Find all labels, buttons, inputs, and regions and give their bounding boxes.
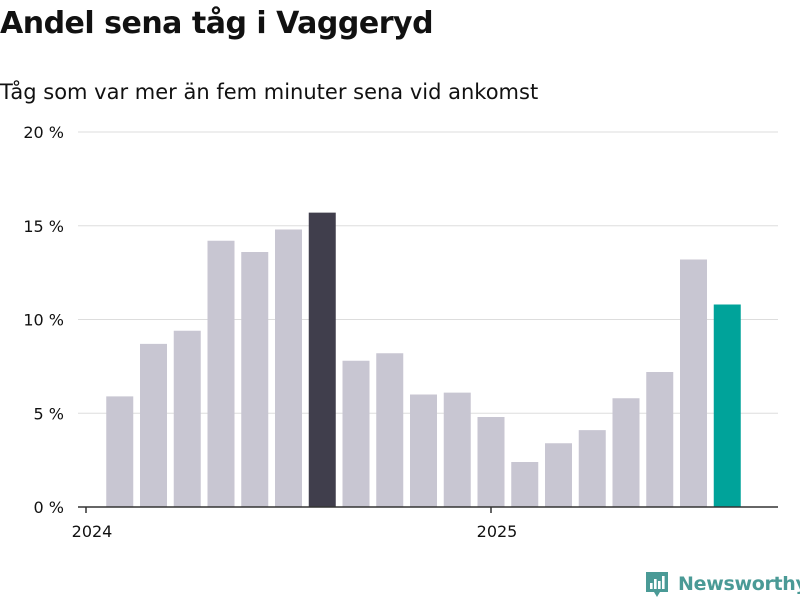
bar-2025-04 xyxy=(578,430,606,508)
y-tick-label: 15 % xyxy=(23,217,64,236)
y-tick-label: 10 % xyxy=(23,311,64,330)
newsworthy-logo-icon xyxy=(646,571,668,597)
bar-2025-01 xyxy=(477,417,505,507)
bar-2024-06 xyxy=(241,252,269,507)
bar-2024-12 xyxy=(443,392,471,508)
bars xyxy=(106,212,741,508)
brand-logo[interactable]: Newsworthy xyxy=(644,568,800,600)
brand-name: Newsworthy xyxy=(678,573,800,595)
bar-2024-08 xyxy=(308,212,336,507)
chart-subtitle: Tåg som var mer än fem minuter sena vid … xyxy=(0,80,539,104)
y-tick-label: 20 % xyxy=(23,123,64,142)
bar-2025-07 xyxy=(680,259,707,507)
x-tick-label: 2025 xyxy=(477,522,518,541)
x-tick-label: 2024 xyxy=(72,522,113,541)
bar-2024-02 xyxy=(106,396,134,508)
bar-2024-05 xyxy=(207,240,235,507)
bar-2025-06 xyxy=(646,372,674,507)
x-axis xyxy=(78,506,778,513)
y-tick-label: 0 % xyxy=(34,498,64,517)
bar-2025-03 xyxy=(545,443,572,507)
bar-2024-09 xyxy=(342,360,370,507)
chart-title: Andel sena tåg i Vaggeryd xyxy=(0,6,434,41)
bar-2024-07 xyxy=(275,229,302,507)
y-tick-label: 5 % xyxy=(34,404,64,423)
bar-2024-11 xyxy=(410,394,437,507)
bar-2025-05 xyxy=(612,398,640,507)
bar-2025-08 xyxy=(713,304,741,507)
x-axis-tick-labels: 2024 2025 xyxy=(72,522,518,541)
bar-2024-04 xyxy=(173,330,201,507)
bar-2024-03 xyxy=(140,343,167,508)
bar-2024-10 xyxy=(376,353,404,507)
y-axis-tick-labels: 0 % 5 % 10 % 15 % 20 % xyxy=(23,123,64,517)
bar-2025-02 xyxy=(511,462,539,507)
